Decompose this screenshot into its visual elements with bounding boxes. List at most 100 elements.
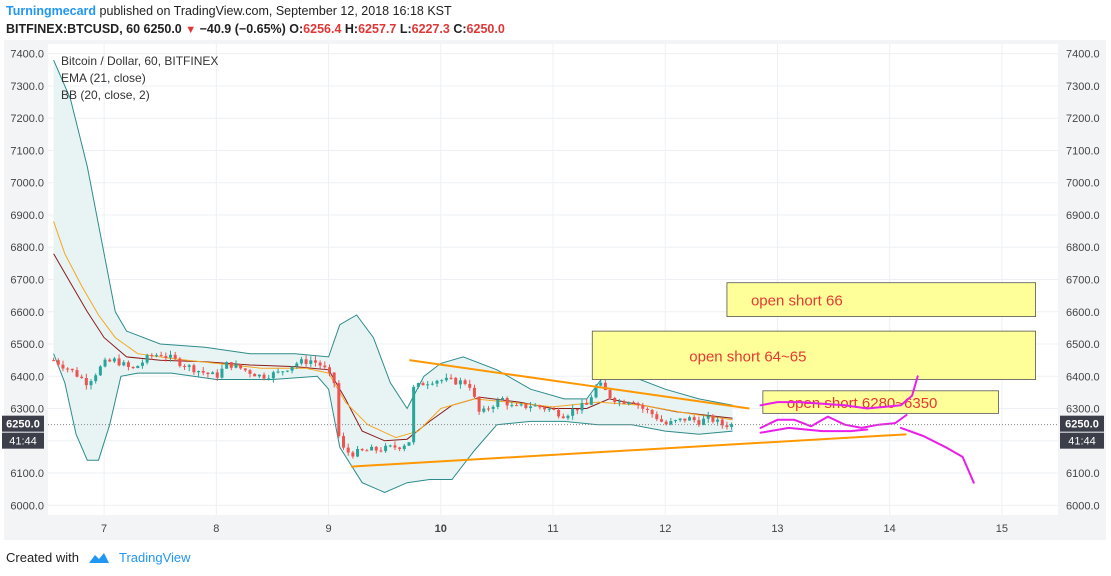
author-name[interactable]: Turningmecard	[6, 4, 97, 18]
candle-body	[477, 396, 481, 412]
hand-drawing[interactable]	[899, 426, 975, 484]
candle-body	[356, 448, 360, 457]
hand-drawing[interactable]	[759, 426, 869, 434]
down-arrow-icon: ▼	[185, 24, 197, 36]
y-tick-label-left: 6000.0	[10, 500, 44, 512]
candle-body	[678, 418, 682, 421]
bb-band-fill	[53, 60, 733, 493]
close-value: 6250.0	[466, 22, 505, 36]
candle-body	[84, 378, 88, 386]
hand-drawing[interactable]	[759, 414, 908, 429]
published-text: published on TradingView.com, September …	[99, 4, 452, 18]
candle-body	[332, 372, 336, 384]
candle-body	[159, 355, 163, 357]
candle-body	[66, 368, 70, 370]
trendline[interactable]	[409, 359, 750, 410]
candle-body	[566, 415, 570, 419]
candle-body	[622, 401, 626, 404]
candle-body	[594, 385, 598, 398]
y-tick-label-left: 6600.0	[10, 307, 44, 319]
candle-body	[239, 364, 243, 369]
candle-body	[89, 381, 93, 386]
candle-body	[248, 370, 252, 374]
candle-body	[730, 424, 734, 428]
candle-body	[402, 445, 406, 449]
countdown-box	[1060, 432, 1104, 449]
bb-basis-line	[53, 253, 733, 442]
annotation-box[interactable]	[726, 282, 1036, 317]
candle-body	[295, 363, 299, 367]
candle-body	[519, 404, 523, 406]
y-tick-label-right: 6800.0	[1066, 242, 1100, 254]
candle-body	[164, 355, 168, 358]
candle-body	[659, 419, 663, 422]
candle-body	[561, 416, 565, 419]
chart-legend: Bitcoin / Dollar, 60, BITFINEX EMA (21, …	[61, 53, 218, 104]
candle-body	[398, 447, 402, 449]
x-tick-label: 7	[101, 523, 107, 535]
symbol-text: BITFINEX:BTCUSD, 60	[6, 22, 141, 36]
candle-body	[440, 380, 444, 382]
candle-body	[136, 365, 140, 369]
candle-body	[669, 421, 673, 425]
candle-body	[608, 390, 612, 398]
candle-body	[505, 398, 509, 406]
candle-body	[716, 419, 720, 422]
candle-body	[538, 405, 542, 408]
candle-body	[154, 355, 158, 357]
candle-body	[454, 377, 458, 385]
y-tick-label-right: 7100.0	[1066, 145, 1100, 157]
candle-body	[318, 362, 322, 366]
candle-body	[323, 365, 327, 368]
candle-body	[571, 408, 575, 416]
x-tick-label: 14	[884, 523, 896, 535]
ema-line	[53, 221, 733, 439]
candle-body	[365, 450, 369, 452]
annotation-box[interactable]	[762, 390, 999, 414]
candle-body	[617, 401, 621, 403]
candle-body	[702, 418, 706, 425]
candle-body	[472, 387, 476, 397]
candle-body	[145, 355, 149, 363]
hand-drawing[interactable]	[759, 375, 919, 410]
tradingview-logo-icon	[88, 552, 109, 563]
trendline[interactable]	[350, 433, 907, 468]
tradingview-brand-link[interactable]: TradingView	[118, 550, 191, 565]
candle-body	[61, 364, 65, 369]
candle-body	[234, 364, 238, 368]
candle-body	[225, 362, 229, 369]
candle-body	[360, 448, 364, 451]
candle-body	[276, 371, 280, 373]
candle-body	[589, 397, 593, 405]
candle-body	[229, 362, 233, 368]
candle-body	[603, 382, 607, 391]
candle-body	[515, 405, 519, 407]
symbol-line: BITFINEX:BTCUSD, 60 6250.0 ▼ −40.9 (−0.6…	[6, 22, 505, 36]
low-value: 6227.3	[411, 22, 450, 36]
candle-body	[627, 402, 631, 404]
candle-body	[720, 419, 724, 426]
legend-bb: BB (20, close, 2)	[61, 88, 150, 102]
candle-body	[510, 405, 514, 407]
candle-body	[692, 417, 696, 421]
candle-body	[299, 359, 303, 364]
annotation-box[interactable]	[591, 330, 1036, 380]
candle-body	[370, 446, 374, 451]
footer: Created with TradingView	[6, 550, 191, 565]
candle-body	[262, 374, 266, 379]
candle-body	[486, 408, 490, 410]
candle-body	[271, 372, 275, 379]
candle-body	[342, 436, 346, 448]
price-tag-box	[1060, 415, 1104, 432]
candle-body	[122, 362, 126, 366]
low-label: L:	[399, 22, 412, 36]
candle-body	[52, 360, 56, 362]
candle-body	[337, 383, 341, 437]
countdown-box	[2, 432, 44, 449]
y-tick-label-right: 6400.0	[1066, 371, 1100, 383]
candle-body	[529, 406, 533, 409]
created-with-text: Created with	[6, 550, 79, 565]
y-tick-label-left: 7200.0	[10, 113, 44, 125]
candle-body	[98, 366, 102, 376]
